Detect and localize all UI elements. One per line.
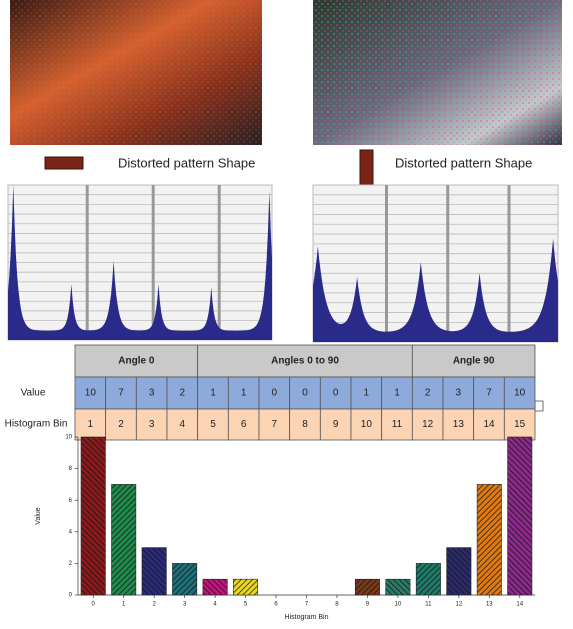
value-text: 3 (149, 388, 155, 399)
y-tick-label: 8 (69, 466, 73, 472)
value-text: 7 (118, 388, 124, 399)
x-tick-label: 3 (183, 602, 187, 608)
marker-box (535, 401, 543, 411)
header-label: Angles 0 to 90 (271, 356, 339, 367)
bin-text: 12 (422, 419, 434, 430)
caption: Distorted pattern Shape (118, 155, 255, 170)
x-tick-label: 0 (92, 602, 96, 608)
x-axis-label: Histogram Bin (285, 614, 329, 621)
bar (447, 548, 471, 595)
value-text: 1 (210, 388, 216, 399)
x-tick-label: 14 (516, 602, 523, 608)
x-tick-label: 13 (486, 602, 493, 608)
value-text: 7 (486, 388, 492, 399)
row-label: Value (21, 388, 46, 399)
value-text: 10 (85, 388, 97, 399)
row-label: Histogram Bin (5, 419, 68, 430)
bin-text: 9 (333, 419, 339, 430)
x-tick-label: 7 (305, 602, 309, 608)
x-tick-label: 11 (425, 602, 432, 608)
bar (233, 579, 257, 595)
value-text: 1 (364, 388, 370, 399)
bin-text: 15 (514, 419, 526, 430)
bin-text: 7 (272, 419, 278, 430)
bar (172, 563, 196, 595)
shape-icon (45, 157, 83, 169)
y-tick-label: 0 (69, 593, 73, 599)
x-tick-label: 5 (244, 602, 248, 608)
value-text: 2 (180, 388, 186, 399)
bar (508, 437, 532, 595)
bin-text: 13 (453, 419, 465, 430)
value-text: 1 (394, 388, 400, 399)
histogram-image (313, 185, 558, 342)
y-tick-label: 4 (69, 529, 73, 535)
x-tick-label: 6 (274, 602, 278, 608)
value-text: 0 (272, 388, 278, 399)
y-tick-label: 6 (69, 498, 73, 504)
x-tick-label: 9 (366, 602, 370, 608)
value-text: 0 (302, 388, 308, 399)
header-label: Angle 0 (118, 356, 155, 367)
bin-text: 4 (180, 419, 186, 430)
bin-text: 10 (361, 419, 373, 430)
y-axis-label: Value (35, 507, 42, 524)
bar (477, 484, 501, 595)
bar (81, 437, 105, 595)
bar (416, 563, 440, 595)
bin-text: 11 (392, 419, 403, 430)
value-text: 0 (333, 388, 339, 399)
x-tick-label: 8 (335, 602, 339, 608)
figure: Distorted pattern Shape Distorted patter… (0, 0, 573, 629)
bar (203, 579, 227, 595)
bin-text: 6 (241, 419, 247, 430)
value-text: 1 (241, 388, 247, 399)
y-tick-label: 10 (65, 435, 72, 441)
bin-text: 3 (149, 419, 155, 430)
value-text: 2 (425, 388, 431, 399)
value-text: 10 (514, 388, 526, 399)
bar (112, 484, 136, 595)
value-text: 3 (456, 388, 462, 399)
x-tick-label: 1 (122, 602, 126, 608)
caption: Distorted pattern Shape (395, 155, 532, 170)
x-tick-label: 2 (152, 602, 156, 608)
bin-text: 8 (302, 419, 308, 430)
bar (386, 579, 410, 595)
shape-icon (360, 150, 373, 186)
x-tick-label: 10 (395, 602, 402, 608)
y-tick-label: 2 (69, 561, 73, 567)
bin-text: 14 (483, 419, 495, 430)
bin-text: 2 (118, 419, 124, 430)
bar (142, 548, 166, 595)
bar (355, 579, 379, 595)
bin-text: 1 (88, 419, 94, 430)
photo-noise (313, 0, 562, 145)
header-label: Angle 90 (453, 356, 495, 367)
photo-noise (10, 0, 262, 145)
histogram-image (8, 185, 272, 340)
bin-text: 5 (210, 419, 216, 430)
x-tick-label: 4 (213, 602, 217, 608)
table: Angle 0 Angles 0 to 90 Angle 90 Value Histog… (5, 345, 535, 440)
x-tick-label: 12 (455, 602, 462, 608)
